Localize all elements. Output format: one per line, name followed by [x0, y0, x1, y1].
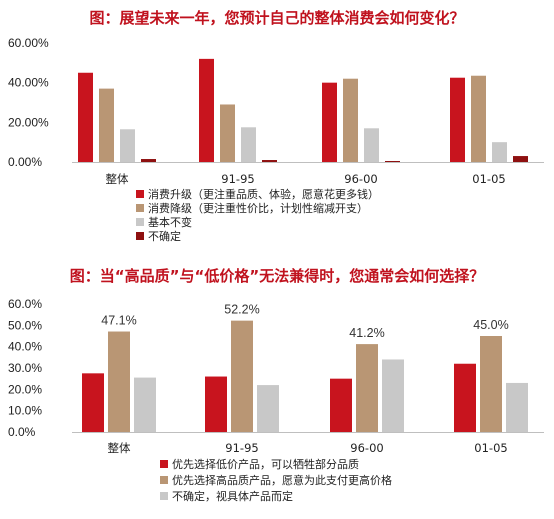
y-tick-label: 20.0% — [8, 382, 42, 396]
chart2-title: 图：当“高品质”与“低价格”无法兼得时，您通常会如何选择？ — [69, 267, 485, 285]
bar — [385, 161, 400, 162]
bar — [134, 377, 156, 432]
legend-swatch — [136, 190, 144, 198]
bar — [241, 127, 256, 162]
bar — [231, 320, 253, 432]
legend-label: 优先选择高品质产品，愿意为此支付更高价格 — [172, 473, 392, 487]
legend-label: 消费降级（更注重性价比，计划性缩减开支） — [148, 201, 368, 215]
bar — [471, 75, 486, 162]
legend-swatch — [160, 492, 168, 500]
legend-label: 基本不变 — [148, 215, 192, 229]
y-tick-label: 60.00% — [8, 36, 49, 50]
x-category-label: 01-05 — [472, 172, 505, 186]
x-category-label: 96-00 — [344, 172, 377, 186]
bar — [205, 376, 227, 432]
x-category-label: 91-95 — [225, 441, 258, 455]
legend-label: 优先选择低价产品，可以牺牲部分品质 — [172, 457, 359, 471]
bar — [99, 88, 114, 162]
y-tick-label: 40.0% — [8, 340, 42, 354]
y-tick-label: 30.0% — [8, 361, 42, 375]
bar — [343, 78, 358, 162]
y-tick-label: 50.0% — [8, 318, 42, 332]
legend-swatch — [160, 476, 168, 484]
data-label: 47.1% — [101, 314, 136, 328]
bar — [450, 77, 465, 162]
bar — [364, 128, 379, 162]
bar — [506, 382, 528, 432]
x-category-label: 96-00 — [350, 441, 383, 455]
bar — [454, 363, 476, 432]
legend-swatch — [136, 232, 144, 240]
y-tick-label: 20.00% — [8, 115, 49, 129]
y-tick-label: 0.00% — [8, 155, 42, 169]
bar — [382, 359, 404, 432]
bar — [199, 58, 214, 162]
chart1-title: 图：展望未来一年，您预计自己的整体消费会如何变化？ — [89, 9, 465, 27]
bar — [262, 160, 277, 162]
bar — [120, 129, 135, 162]
bar — [356, 344, 378, 432]
bar — [257, 385, 279, 432]
bar — [78, 72, 93, 162]
bar — [108, 331, 130, 432]
data-label: 41.2% — [349, 326, 384, 340]
bar — [492, 142, 507, 162]
y-tick-label: 40.00% — [8, 76, 49, 90]
bar — [322, 82, 337, 162]
bar — [141, 159, 156, 162]
y-tick-label: 0.0% — [8, 425, 36, 439]
data-label: 45.0% — [473, 318, 508, 332]
x-category-label: 91-95 — [221, 172, 254, 186]
legend-swatch — [160, 460, 168, 468]
x-category-label: 整体 — [106, 172, 129, 186]
y-tick-label: 10.0% — [8, 404, 42, 418]
x-category-label: 01-05 — [474, 441, 507, 455]
legend-swatch — [136, 218, 144, 226]
legend-label: 消费升级（更注重品质、体验，愿意花更多钱） — [148, 187, 379, 201]
legend-label: 不确定，视具体产品而定 — [172, 489, 293, 503]
y-tick-label: 60.0% — [8, 297, 42, 311]
bar — [513, 156, 528, 162]
bar — [330, 378, 352, 432]
data-label: 52.2% — [224, 303, 259, 317]
legend-label: 不确定 — [148, 229, 181, 243]
bar — [82, 373, 104, 432]
bar — [220, 104, 235, 162]
bar — [480, 336, 502, 432]
legend-swatch — [136, 204, 144, 212]
x-category-label: 整体 — [108, 441, 131, 455]
